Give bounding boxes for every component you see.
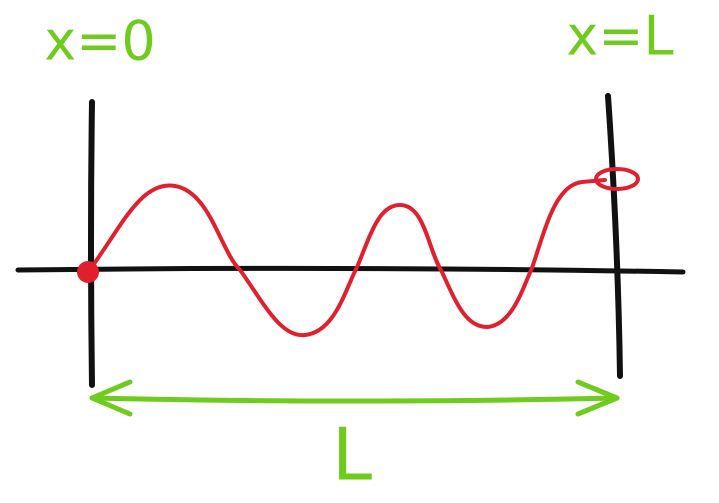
- length-arrow: [89, 395, 620, 404]
- right-label: x=L: [566, 5, 673, 68]
- x-axis: [15, 265, 686, 275]
- length-label: L: [332, 413, 372, 497]
- free-end: [594, 167, 640, 191]
- left-label: x=0: [44, 10, 156, 73]
- fixed-end: [77, 261, 99, 283]
- right-wall: [605, 93, 623, 379]
- wave: [86, 178, 607, 338]
- arrow-head-left: [89, 379, 133, 417]
- left-wall: [88, 99, 95, 388]
- arrow-head-right: [575, 379, 620, 417]
